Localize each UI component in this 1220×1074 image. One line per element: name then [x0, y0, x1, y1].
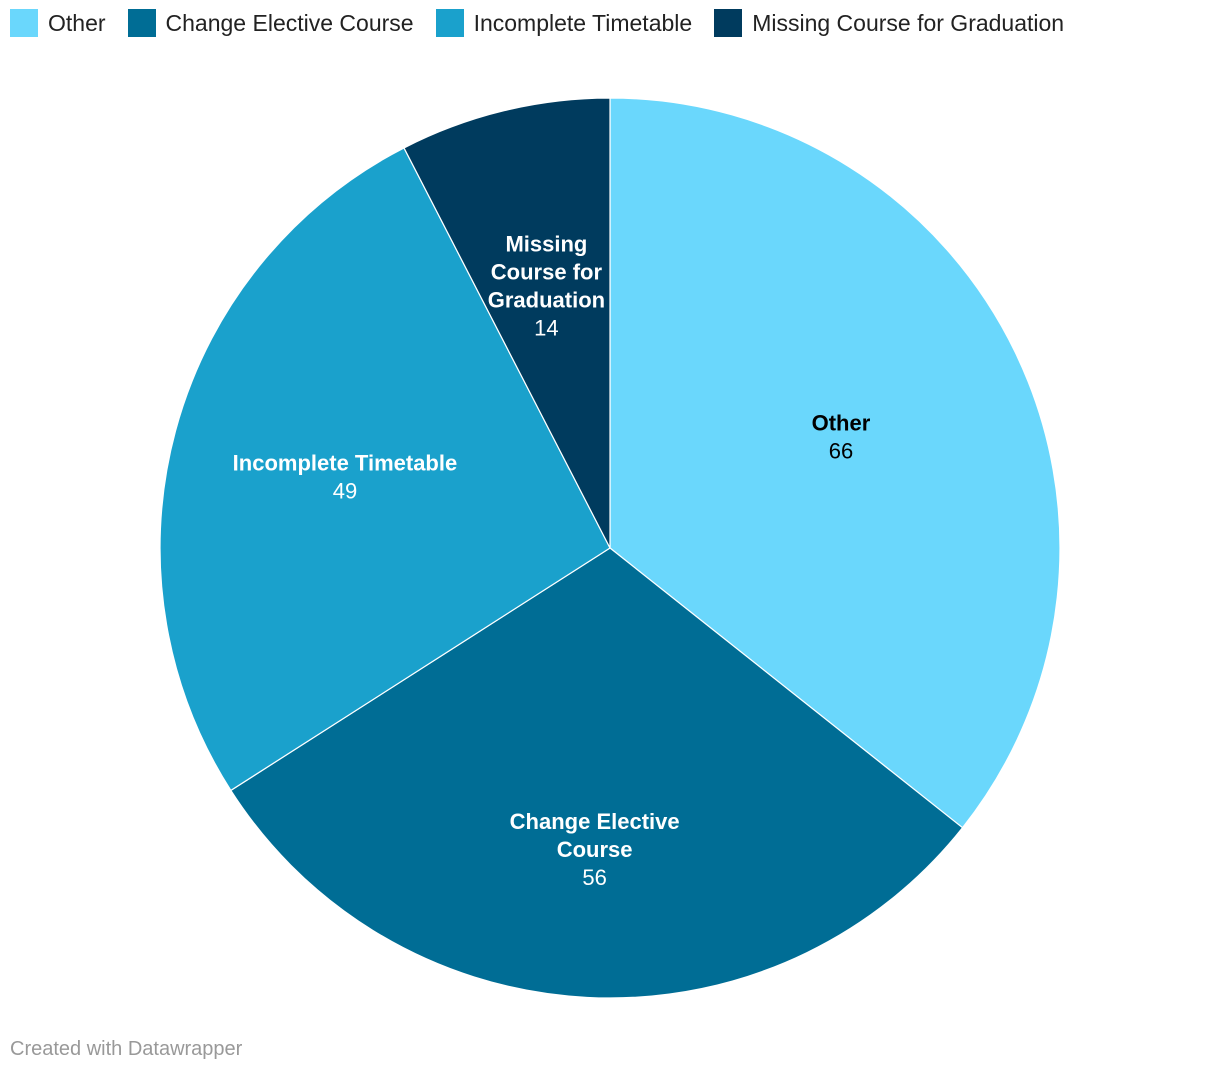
slice-label-name: Course [557, 837, 633, 862]
pie-slice-change-elective-course [230, 547, 964, 999]
legend-label: Other [48, 9, 106, 36]
legend-item-incomplete-timetable: Incomplete Timetable [435, 9, 693, 37]
legend: Other Change Elective Course Incomplete … [10, 9, 1064, 37]
slice-label-name: Graduation [488, 288, 605, 313]
legend-label: Change Elective Course [165, 9, 414, 36]
slice-label-incomplete-timetable: Incomplete Timetable 49 [233, 451, 458, 504]
slice-label-value: 56 [582, 865, 606, 890]
legend-swatch [435, 9, 464, 37]
slice-label-value: 14 [534, 316, 558, 341]
legend-label: Missing Course for Graduation [752, 9, 1065, 36]
footer-credit: Created with Datawrapper [10, 1038, 243, 1060]
slice-label-value: 49 [333, 479, 357, 504]
legend-item-missing-course-for-graduation: Missing Course for Graduation [714, 9, 1064, 37]
slice-label-value: 66 [829, 438, 853, 463]
slice-label-name: Missing [505, 232, 587, 257]
legend-swatch [10, 9, 38, 37]
slice-label-name: Incomplete Timetable [233, 451, 458, 476]
legend-swatch [714, 9, 743, 37]
slice-label-missing-course-for-graduation: Missing Course for Graduation 14 [488, 232, 605, 341]
pie-slice-missing-course-for-graduation [403, 97, 611, 549]
slice-label-name: Change Elective [510, 809, 680, 834]
legend-label: Incomplete Timetable [473, 9, 693, 36]
slice-label-name: Course for [491, 260, 603, 285]
legend-swatch [127, 9, 156, 37]
pie-slice-incomplete-timetable [159, 147, 611, 792]
slice-label-change-elective-course: Change Elective Course 56 [510, 809, 680, 890]
slice-label-name: Other [812, 410, 871, 435]
pie-slice-other [609, 97, 1061, 829]
legend-item-other: Other [10, 9, 106, 37]
slice-label-other: Other 66 [812, 410, 871, 463]
legend-item-change-elective-course: Change Elective Course [127, 9, 414, 37]
